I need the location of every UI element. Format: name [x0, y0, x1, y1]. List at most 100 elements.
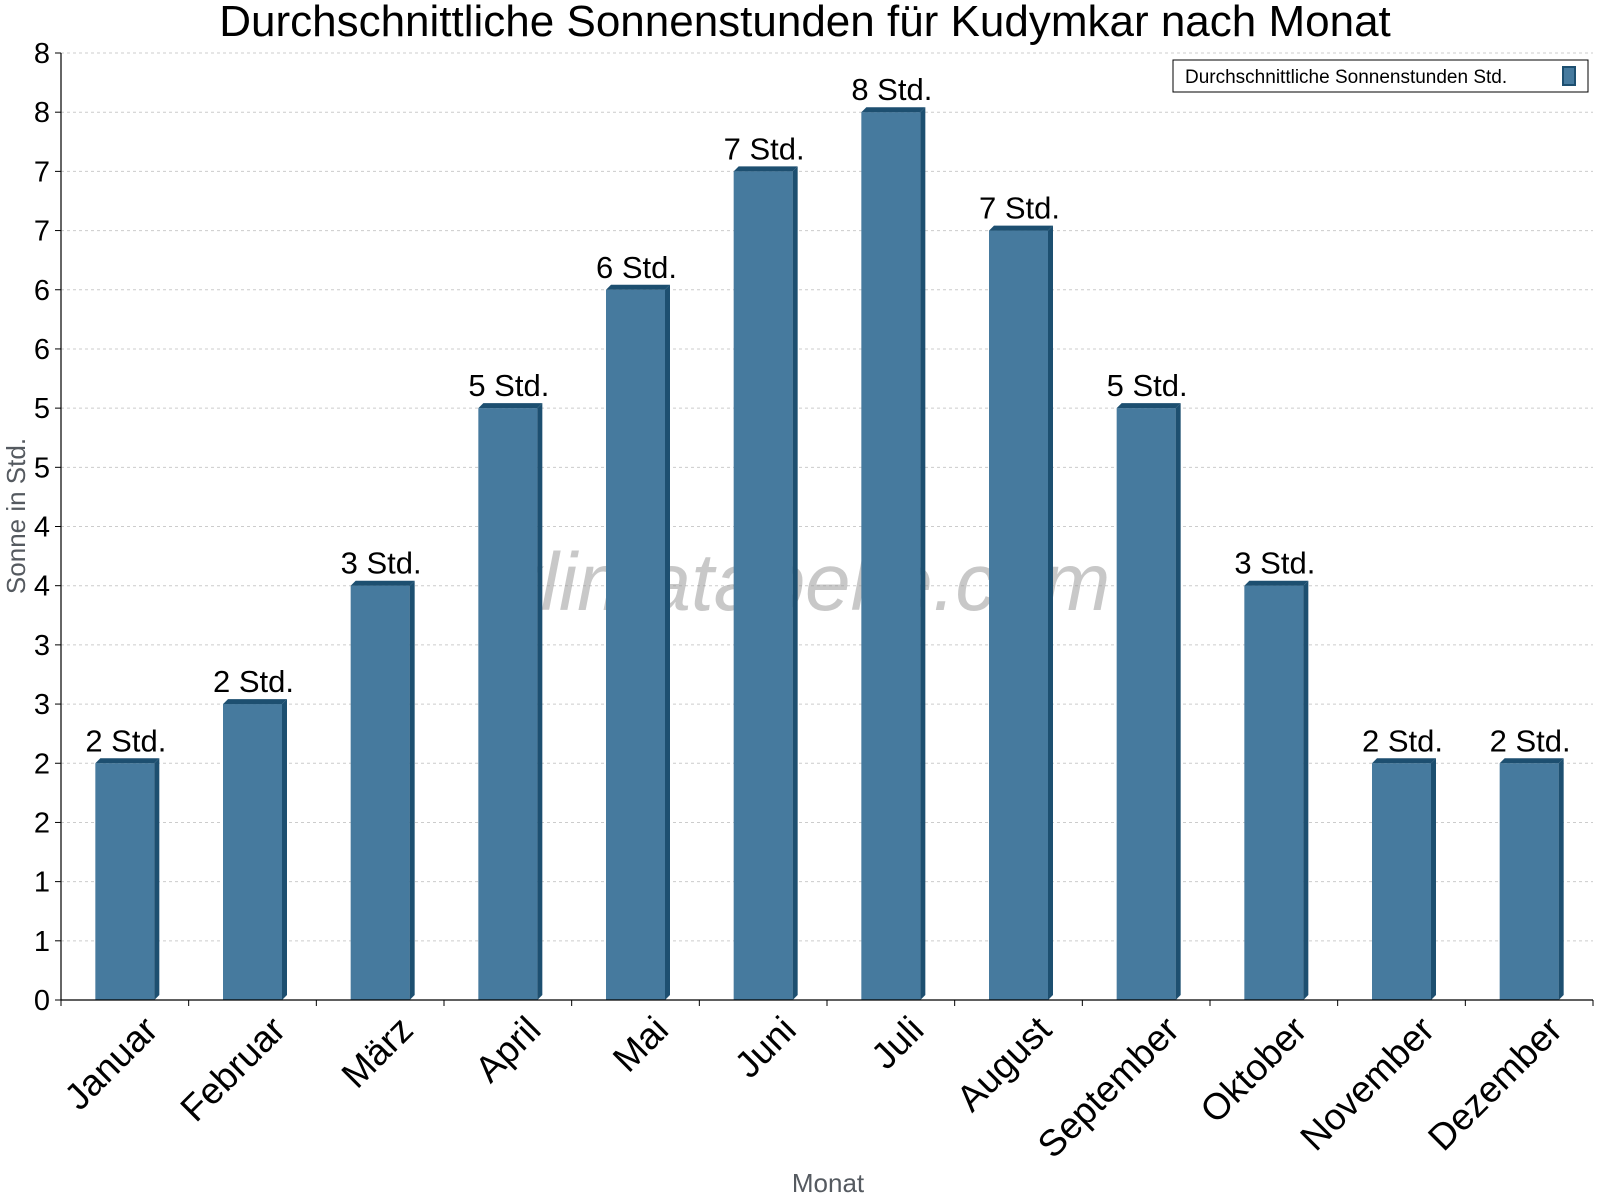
y-tick-label: 7 — [34, 216, 50, 248]
bar-face — [223, 704, 282, 1000]
y-tick-label: 2 — [34, 807, 50, 839]
bar-value-label: 5 Std. — [1107, 368, 1188, 403]
bar-side — [282, 699, 287, 1000]
grid — [61, 52, 1593, 942]
bar-value-label: 3 Std. — [1234, 546, 1315, 581]
bar-side — [1431, 758, 1436, 1000]
bar-value-label: 8 Std. — [851, 72, 932, 107]
bar-value-label: 2 Std. — [1490, 723, 1571, 758]
bar — [1372, 758, 1436, 1000]
y-tick-label: 8 — [34, 97, 50, 129]
y-tick-label: 5 — [34, 452, 50, 484]
bar-side — [154, 758, 160, 1000]
bar-value-label: 7 Std. — [724, 131, 805, 166]
legend-label: Durchschnittliche Sonnenstunden Std. — [1185, 67, 1507, 88]
bar-value-label: 7 Std. — [979, 191, 1060, 226]
y-tick-label: 3 — [34, 630, 50, 662]
bar-side — [1048, 225, 1053, 1000]
y-tick-label: 4 — [34, 571, 50, 603]
bar-side — [1558, 758, 1564, 1000]
bar-side — [792, 166, 798, 1000]
x-tick-label: Januar — [56, 1009, 165, 1118]
bar-side — [1175, 403, 1181, 1000]
bar-face — [350, 585, 410, 1000]
y-tick-label: 3 — [34, 689, 50, 721]
y-axis-label: Sonne in Std. — [1, 438, 31, 594]
x-tick-label: Oktober — [1192, 1009, 1314, 1131]
x-ticks: Januar Februar März April Mai Juni Juli AugustS… — [56, 1000, 1594, 1166]
x-tick-label: April — [467, 1009, 548, 1090]
bar-top — [1372, 758, 1436, 764]
x-tick-label: Dezember — [1420, 1009, 1570, 1159]
bar-face — [861, 112, 921, 1000]
x-tick-label: August — [949, 1008, 1060, 1119]
bar — [989, 225, 1053, 1000]
y-tick-label: 7 — [34, 156, 50, 188]
bar-top — [350, 580, 415, 586]
x-axis-label: Monat — [792, 1168, 865, 1198]
bar-top — [223, 699, 287, 705]
bar-face — [478, 408, 538, 1000]
bar-face — [1244, 585, 1304, 1000]
legend-box — [1172, 59, 1589, 93]
x-tick-label: November — [1292, 1009, 1442, 1159]
bar — [606, 284, 670, 1000]
bar-top — [606, 284, 670, 290]
bars — [95, 107, 1564, 1000]
legend: Durchschnittliche Sonnenstunden Std. — [1172, 59, 1589, 93]
bar-top — [1499, 758, 1564, 764]
bar — [223, 699, 287, 1000]
y-tick-label: 0 — [34, 985, 50, 1017]
bar — [1499, 758, 1564, 1000]
bar-face — [1499, 763, 1559, 1000]
bar-face — [606, 289, 665, 1000]
bar — [861, 107, 926, 1000]
x-tick-label: Juni — [727, 1009, 804, 1086]
legend-swatch — [1562, 66, 1576, 86]
bar — [1244, 580, 1309, 1000]
bar — [95, 758, 160, 1000]
y-tick-label: 2 — [34, 748, 50, 780]
bar-top — [733, 166, 798, 172]
chart-title: Durchschnittliche Sonnenstunden für Kudy… — [219, 0, 1391, 46]
bar-face — [1372, 763, 1431, 1000]
y-ticks: 0 1 1 2 2 3 3 4 4 5 5 6 6 7 7 8 8 — [34, 38, 61, 1017]
bar-value-label: 5 Std. — [468, 368, 549, 403]
bar-face — [1116, 408, 1176, 1000]
bar-face — [989, 230, 1048, 1000]
y-tick-label: 6 — [34, 334, 50, 366]
bar-side — [665, 284, 670, 1000]
x-tick-label: März — [334, 1009, 421, 1096]
bar-top — [95, 758, 160, 764]
bar-side — [537, 403, 543, 1000]
x-tick-label: Februar — [173, 1009, 294, 1130]
x-tick-label: Juli — [863, 1009, 931, 1077]
y-tick-label: 5 — [34, 393, 50, 425]
bar — [478, 403, 543, 1000]
y-tick-label: 4 — [34, 512, 50, 544]
y-tick-label: 8 — [34, 38, 50, 70]
bar-side — [1303, 580, 1309, 1000]
bar-face — [733, 171, 793, 1000]
x-tick-label: Mai — [605, 1009, 676, 1080]
bar-face — [95, 763, 155, 1000]
y-tick-label: 1 — [34, 926, 50, 958]
bar-top — [861, 107, 926, 113]
bar-side — [920, 107, 926, 1000]
bar-value-label: 2 Std. — [1362, 723, 1443, 758]
bar-value-label: 2 Std. — [213, 664, 294, 699]
bar — [350, 580, 415, 1000]
bar — [733, 166, 798, 1000]
bar-top — [1116, 403, 1181, 409]
y-tick-label: 1 — [34, 867, 50, 899]
bar-side — [409, 580, 415, 1000]
bar-top — [478, 403, 543, 409]
bar-value-label: 6 Std. — [596, 250, 677, 285]
bar-value-label: 3 Std. — [341, 546, 422, 581]
bar-value-label: 2 Std. — [85, 723, 166, 758]
y-tick-label: 6 — [34, 275, 50, 307]
bar — [1116, 403, 1181, 1000]
value-labels: 2 Std. 2 Std. 3 Std. 5 Std. 6 Std. 7 Std. 8 St… — [85, 72, 1570, 758]
bar-top — [989, 225, 1053, 231]
